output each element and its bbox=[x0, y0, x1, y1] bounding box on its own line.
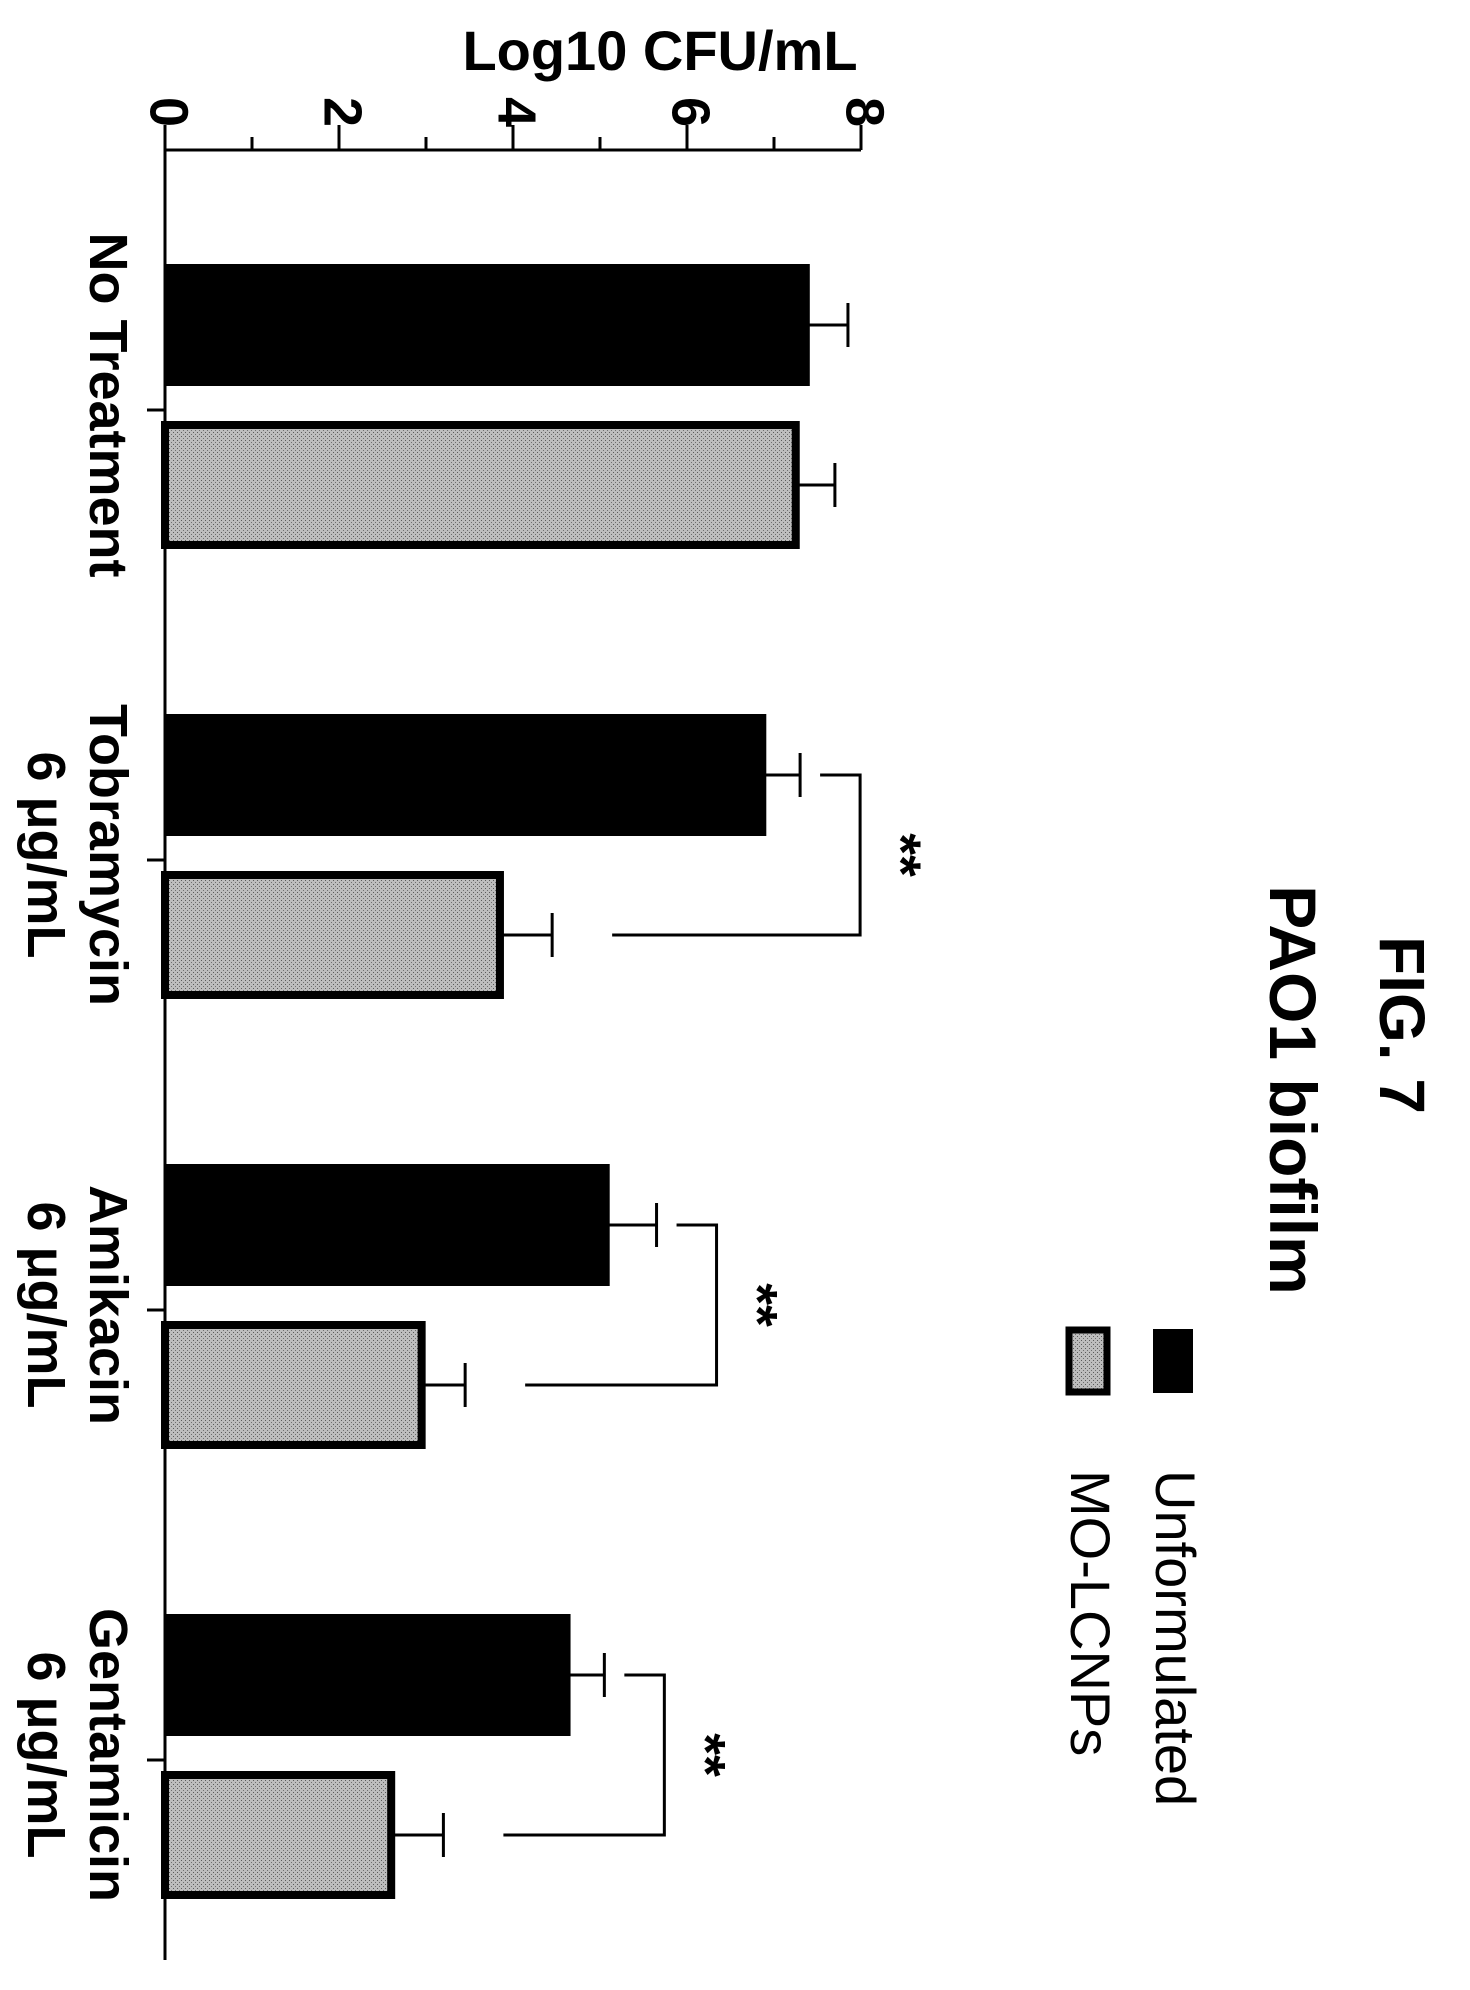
legend-label: MO-LCNPs bbox=[1059, 1470, 1122, 1756]
bar-unformulated bbox=[164, 714, 767, 836]
bar-mo-lcnps bbox=[161, 871, 504, 999]
y-tick-label: 8 bbox=[835, 97, 895, 127]
chart-legend: Unformulated MO-LCNPs bbox=[1059, 1326, 1207, 1806]
category-label-line: Gentamicin bbox=[78, 1608, 138, 1902]
y-tick-labels: 0 2 4 6 8 bbox=[139, 97, 895, 127]
legend-swatch bbox=[1065, 1326, 1111, 1396]
category-label: Tobramycin6 μg/mL bbox=[16, 704, 138, 1006]
category-label-line: 6 μg/mL bbox=[16, 751, 76, 958]
figure-label: FIG. 7 bbox=[1366, 936, 1438, 1114]
category-label-line: 6 μg/mL bbox=[16, 1651, 76, 1858]
bar-unformulated bbox=[164, 264, 810, 386]
chart-title: PAO1 biofilm bbox=[1256, 885, 1330, 1294]
significance-bracket bbox=[525, 1223, 719, 1387]
legend-swatch bbox=[1153, 1329, 1193, 1393]
y-tick-label: 2 bbox=[313, 97, 373, 127]
bar-mo-lcnps bbox=[161, 421, 800, 549]
category-label: Amikacin6 μg/mL bbox=[16, 1185, 138, 1425]
bar-unformulated bbox=[164, 1164, 610, 1286]
significance-bracket bbox=[612, 773, 862, 937]
category-label-line: 6 μg/mL bbox=[16, 1201, 76, 1408]
category-label-line: Tobramycin bbox=[78, 704, 138, 1006]
bar-mo-lcnps bbox=[160, 1771, 396, 1899]
y-tick-label: 4 bbox=[487, 97, 547, 127]
y-axis-label: Log10 CFU/mL bbox=[462, 19, 857, 82]
category-label-line: No Treatment bbox=[78, 232, 138, 577]
bar-unformulated bbox=[164, 1614, 571, 1736]
y-tick-label: 6 bbox=[661, 97, 721, 127]
y-tick-label: 0 bbox=[139, 97, 199, 127]
category-label: Gentamicin6 μg/mL bbox=[16, 1608, 138, 1902]
significance-label: ** bbox=[727, 1283, 790, 1327]
significance-label: ** bbox=[870, 833, 933, 877]
category-label: No Treatment bbox=[78, 232, 138, 577]
legend-label: Unformulated bbox=[1144, 1470, 1207, 1806]
significance-label: ** bbox=[674, 1733, 737, 1777]
bar-mo-lcnps bbox=[161, 1321, 426, 1449]
significance-bracket bbox=[503, 1673, 666, 1837]
category-label-line: Amikacin bbox=[78, 1185, 138, 1425]
chart-bars: ** ** ** bbox=[160, 264, 933, 1899]
